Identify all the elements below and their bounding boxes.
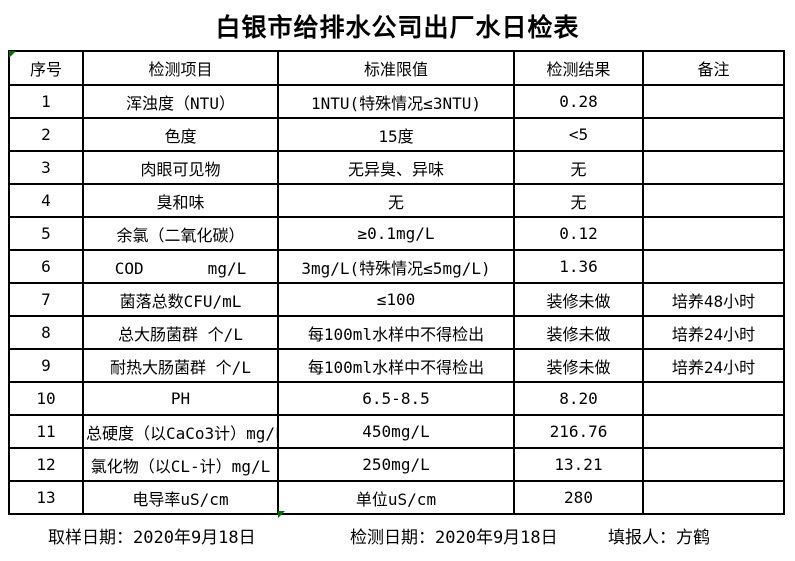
cell-result: 280 [513,480,644,515]
cell-note [642,183,785,218]
cell-limit: 无异臭、异味 [277,150,515,185]
cell-limit: 250mg/L [277,447,515,482]
cell-result: <5 [513,117,644,152]
cell-limit: ≤100 [277,282,515,317]
reporter: 填报人：方鹤 [608,528,710,548]
cell-item: 余氯（二氧化碳） [82,216,279,251]
cell-note: 培养24小时 [642,348,785,383]
cell-limit: ≥0.1mg/L [277,216,515,251]
page-title: 白银市给排水公司出厂水日检表 [215,14,580,42]
cell-item: 总大肠菌群 个/L [82,315,279,350]
cell-note [642,414,785,449]
cell-no: 8 [8,315,84,350]
cell-note: 培养24小时 [642,315,785,350]
col-header-limit: 标准限值 [277,50,515,86]
cell-no: 11 [8,414,84,449]
cell-limit: 每100ml水样中不得检出 [277,315,515,350]
cell-no: 7 [8,282,84,317]
cell-result: 216.76 [513,414,644,449]
cell-item: PH [82,381,279,416]
cell-no: 9 [8,348,84,383]
test-date: 检测日期：2020年9月18日 [350,528,558,548]
cell-result: 1.36 [513,249,644,284]
cell-limit: 单位uS/cm [277,480,515,515]
cell-item: 总硬度（以CaCo3计）mg/L [82,414,279,449]
cell-result: 0.28 [513,84,644,119]
table-row: 13 电导率uS/cm 单位uS/cm 280 [8,480,785,515]
cell-result: 0.12 [513,216,644,251]
cell-item: 耐热大肠菌群 个/L [82,348,279,383]
table-row: 7 菌落总数CFU/mL ≤100 装修未做 培养48小时 [8,282,785,317]
cell-limit: 15度 [277,117,515,152]
col-header-no: 序号 [8,50,84,86]
table-row: 11 总硬度（以CaCo3计）mg/L 450mg/L 216.76 [8,414,785,449]
cell-note [642,216,785,251]
cell-no: 1 [8,84,84,119]
cell-result: 无 [513,183,644,218]
cell-item: 色度 [82,117,279,152]
cell-item: 臭和味 [82,183,279,218]
header-row: 序号 检测项目 标准限值 检测结果 备注 [8,50,785,86]
cell-limit: 每100ml水样中不得检出 [277,348,515,383]
daily-inspection-table: 序号 检测项目 标准限值 检测结果 备注 1 浑浊度（NTU） 1NTU(特殊情况≤… [8,50,785,515]
table-row: 9 耐热大肠菌群 个/L 每100ml水样中不得检出 装修未做 培养24小时 [8,348,785,383]
cell-result: 无 [513,150,644,185]
table-row: 10 PH 6.5-8.5 8.20 [8,381,785,416]
cell-limit: 无 [277,183,515,218]
cell-item: 浑浊度（NTU） [82,84,279,119]
cell-note [642,480,785,515]
table-body: 1 浑浊度（NTU） 1NTU(特殊情况≤3NTU) 0.28 2 色度 15度 <5 3 肉眼可… [8,84,785,515]
cell-corner-marker-icon [278,511,285,518]
table-row: 8 总大肠菌群 个/L 每100ml水样中不得检出 装修未做 培养24小时 [8,315,785,350]
cell-limit: 6.5-8.5 [277,381,515,416]
inspection-table: 序号 检测项目 标准限值 检测结果 备注 1 浑浊度（NTU） 1NTU(特殊情况≤… [8,50,785,518]
cell-result: 13.21 [513,447,644,482]
cell-note [642,84,785,119]
cell-result: 装修未做 [513,348,644,383]
table-row: 6 COD mg/L 3mg/L(特殊情况≤5mg/L) 1.36 [8,249,785,284]
col-header-item: 检测项目 [82,50,279,86]
cell-result: 8.20 [513,381,644,416]
table-row: 1 浑浊度（NTU） 1NTU(特殊情况≤3NTU) 0.28 [8,84,785,119]
table-row: 2 色度 15度 <5 [8,117,785,152]
cell-note: 培养48小时 [642,282,785,317]
cell-note [642,117,785,152]
cell-note [642,150,785,185]
table-row: 4 臭和味无无 [8,183,785,218]
cell-note [642,381,785,416]
col-header-note: 备注 [642,50,785,86]
cell-limit: 450mg/L [277,414,515,449]
cell-no: 10 [8,381,84,416]
cell-no: 4 [8,183,84,218]
col-header-result: 检测结果 [513,50,644,86]
cell-result: 装修未做 [513,315,644,350]
table-row: 5 余氯（二氧化碳） ≥0.1mg/L 0.12 [8,216,785,251]
cell-item: 氯化物（以CL-计）mg/L [82,447,279,482]
table-row: 12 氯化物（以CL-计）mg/L 250mg/L 13.21 [8,447,785,482]
sampling-date: 取样日期：2020年9月18日 [48,528,256,548]
cell-no: 12 [8,447,84,482]
cell-item: 电导率uS/cm [82,480,279,515]
cell-item: COD mg/L [82,249,279,284]
cell-limit: 3mg/L(特殊情况≤5mg/L) [277,249,515,284]
cell-no: 5 [8,216,84,251]
cell-no: 6 [8,249,84,284]
cell-no: 3 [8,150,84,185]
table-row: 3 肉眼可见物 无异臭、异味无 [8,150,785,185]
cell-note [642,249,785,284]
cell-limit: 1NTU(特殊情况≤3NTU) [277,84,515,119]
cell-item: 肉眼可见物 [82,150,279,185]
footer: 取样日期：2020年9月18日 检测日期：2020年9月18日 填报人：方鹤 [0,523,795,548]
cell-result: 装修未做 [513,282,644,317]
cell-no: 13 [8,480,84,515]
cell-corner-marker-icon [9,51,16,58]
cell-item: 菌落总数CFU/mL [82,282,279,317]
cell-no: 2 [8,117,84,152]
cell-note [642,447,785,482]
